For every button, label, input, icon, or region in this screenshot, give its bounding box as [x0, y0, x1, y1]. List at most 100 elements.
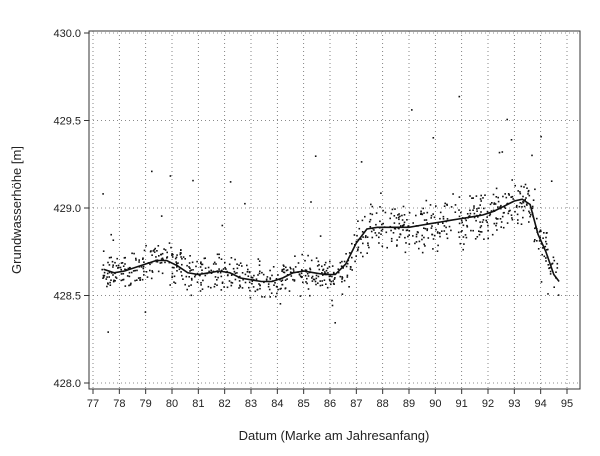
data-point	[515, 206, 518, 208]
data-point	[408, 230, 411, 232]
data-point	[501, 151, 504, 153]
data-point	[169, 284, 171, 286]
data-point	[390, 240, 393, 242]
data-point	[458, 95, 461, 98]
data-point	[439, 232, 441, 235]
data-point	[446, 237, 449, 240]
data-point	[493, 222, 496, 225]
data-point	[351, 256, 353, 259]
data-point	[160, 261, 163, 264]
data-point	[343, 279, 346, 282]
data-point	[269, 277, 271, 279]
data-point	[433, 216, 436, 219]
data-point	[511, 217, 513, 219]
data-point	[328, 278, 331, 281]
data-point	[426, 222, 428, 224]
data-point	[466, 224, 468, 227]
data-point	[378, 242, 380, 244]
data-point	[265, 279, 268, 281]
data-point	[258, 272, 261, 275]
data-point	[307, 275, 310, 277]
data-point	[323, 264, 326, 266]
data-point	[269, 296, 271, 298]
data-point	[545, 236, 547, 239]
data-point	[332, 280, 334, 282]
data-point	[533, 240, 536, 243]
data-point	[536, 240, 538, 242]
data-point	[181, 258, 183, 260]
data-point	[310, 201, 312, 203]
data-point	[448, 225, 451, 228]
data-point	[258, 283, 260, 285]
data-point	[123, 257, 126, 259]
data-point	[341, 276, 343, 278]
data-point	[155, 256, 157, 258]
data-point	[131, 252, 133, 255]
data-point	[267, 283, 270, 285]
data-point	[341, 280, 343, 283]
data-point	[176, 270, 178, 272]
data-point	[128, 275, 131, 278]
data-point	[364, 236, 367, 239]
data-point	[541, 253, 543, 256]
data-point	[520, 223, 523, 225]
data-point	[324, 272, 327, 275]
data-point	[160, 258, 163, 260]
data-point	[117, 264, 120, 267]
data-point	[349, 268, 352, 270]
data-point	[138, 261, 140, 263]
data-point	[426, 211, 429, 214]
data-point	[390, 212, 393, 215]
data-point	[317, 282, 319, 284]
data-point	[506, 118, 508, 121]
data-point	[458, 236, 461, 238]
data-point	[531, 207, 534, 210]
data-point	[450, 206, 453, 208]
data-point	[310, 259, 313, 262]
data-point	[375, 223, 377, 226]
data-point	[110, 279, 112, 281]
data-point	[327, 272, 329, 274]
data-point	[246, 264, 248, 267]
data-point	[290, 267, 292, 270]
data-point	[141, 278, 144, 281]
data-point	[357, 248, 359, 250]
data-point	[473, 207, 475, 209]
data-point	[223, 286, 225, 288]
y-tick-label: 428.0	[53, 378, 81, 390]
data-point	[381, 228, 384, 231]
data-point	[269, 278, 272, 280]
data-point	[241, 265, 243, 267]
data-point	[524, 198, 526, 201]
data-point	[402, 229, 404, 231]
data-point	[173, 266, 175, 269]
data-point	[432, 137, 435, 139]
data-point	[348, 286, 350, 288]
data-point	[360, 238, 362, 240]
data-point	[402, 205, 405, 208]
data-point	[139, 277, 142, 279]
x-axis-ticks: 77 78 79 80 81 82 83 84 85 86 87 88 89 90 91 92 93 94 95	[87, 389, 573, 410]
data-point	[495, 222, 498, 225]
data-point	[324, 261, 327, 264]
data-point	[196, 260, 198, 263]
data-point	[475, 219, 477, 222]
data-point	[523, 205, 526, 208]
data-point	[418, 247, 420, 250]
data-point	[132, 270, 135, 272]
data-point	[216, 284, 218, 286]
data-point	[423, 212, 425, 214]
data-point	[529, 215, 531, 218]
data-point	[182, 278, 184, 280]
data-point	[189, 267, 191, 269]
data-point	[415, 214, 417, 217]
data-point	[200, 262, 202, 265]
data-point	[329, 275, 332, 277]
y-axis-title: Grundwasserhöhe [m]	[9, 146, 24, 274]
data-point	[337, 268, 340, 270]
data-point	[497, 206, 499, 208]
data-point	[121, 262, 124, 264]
data-point	[361, 219, 364, 222]
data-point	[312, 278, 315, 281]
data-point	[224, 261, 226, 264]
